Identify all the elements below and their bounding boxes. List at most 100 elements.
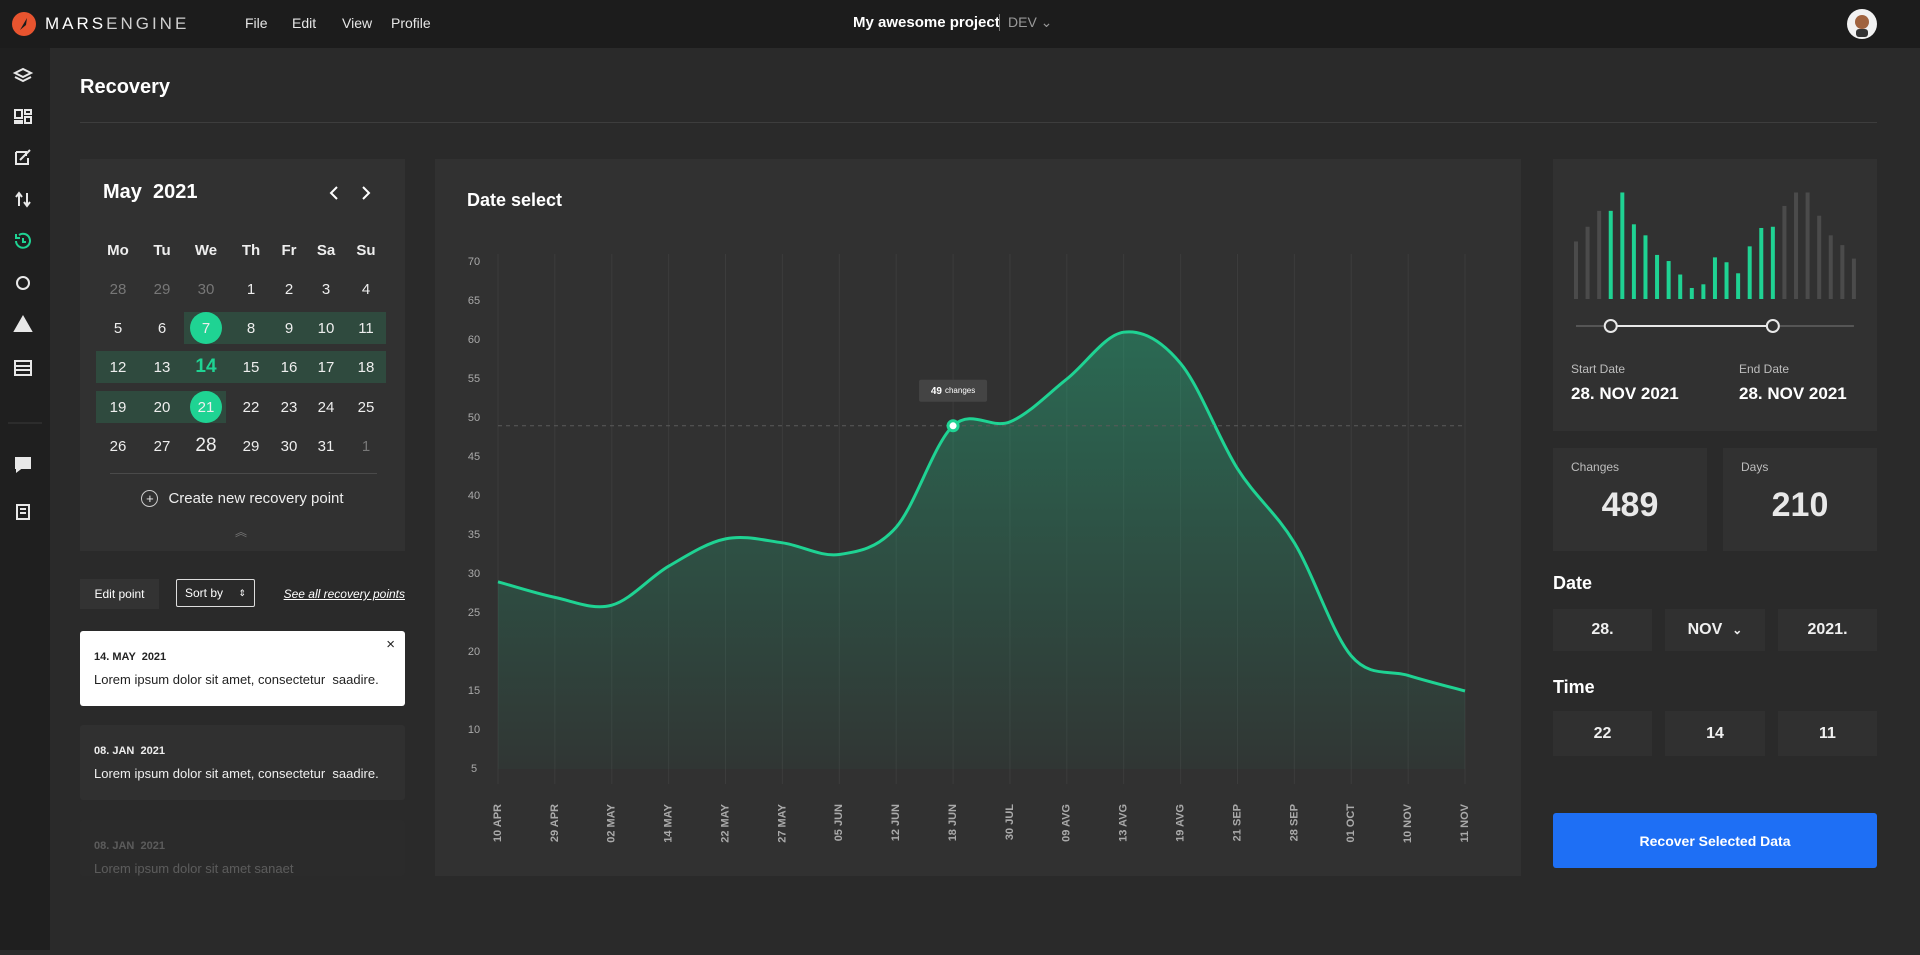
bar [1643,235,1648,299]
calendar-day[interactable]: 20 [153,398,171,416]
calendar-day[interactable]: 31 [317,437,335,455]
collapse-icon[interactable]: ︽ [235,525,248,539]
recovery-card[interactable]: 08. JAN 2021 Lorem ipsum dolor sit amet s… [80,820,405,876]
date-month[interactable]: NOV ⌄ [1665,609,1765,651]
calendar-day[interactable]: 14 [195,356,217,377]
time-minute[interactable]: 14 [1665,711,1765,756]
calendar-day[interactable]: 21 [197,398,215,416]
menu-item[interactable]: File [245,15,268,31]
tooltip-text: 49 changes [931,385,975,396]
avatar[interactable] [1847,9,1877,39]
x-tick-label: 21 SEP [1231,804,1243,841]
bar [1805,192,1810,299]
x-tick-label: 09 AVG [1061,804,1073,842]
calendar-day[interactable]: 3 [321,280,331,298]
bar [1747,246,1752,299]
calendar-day[interactable]: 8 [246,319,256,337]
point[interactable] [946,419,960,433]
calendar-day[interactable]: 18 [357,358,375,376]
prev-month[interactable] [329,186,338,200]
top-bar: MARSENGINE File Edit View Profile My awe… [0,0,1920,48]
recover-button[interactable]: Recover Selected Data [1553,813,1877,868]
y-tick-label: 20 [468,646,480,658]
edit-button[interactable]: Edit point [80,579,159,609]
icon-notes[interactable] [16,504,30,520]
calendar-day[interactable]: 30 [280,437,298,455]
slider-handle[interactable] [1765,319,1780,333]
project-name[interactable]: My awesome project [853,14,1000,31]
y-tick-label: 35 [468,529,480,541]
calendar-day[interactable]: 29 [153,280,171,298]
calendar-day[interactable]: 19 [109,398,127,416]
page-title: Recovery [80,76,171,98]
month-nav [329,186,371,200]
calendar-day[interactable]: 12 [109,358,127,376]
icon-chat[interactable] [15,457,31,473]
icon-recovery[interactable] [15,232,31,249]
line [497,330,1466,693]
sort-select[interactable]: Sort by ⇕ [176,579,255,607]
calendar-day[interactable]: 22 [242,398,260,416]
sort-label: Sort by [185,586,224,600]
card-date: 08. JAN 2021 [94,745,165,757]
menu-item[interactable]: View [342,15,373,31]
calendar-day[interactable]: 9 [284,319,294,337]
time-second[interactable]: 11 [1778,711,1877,756]
icon-dashboard[interactable] [14,109,32,124]
calendar-day[interactable]: 26 [109,437,127,455]
icon-database[interactable] [14,360,32,376]
environment[interactable]: DEV ⌄ [999,14,1052,31]
calendar-day[interactable]: 11 [358,319,374,337]
icon-warning[interactable] [13,314,33,332]
y-tick-label: 45 [468,451,480,463]
close-icon[interactable]: × [386,636,395,653]
see-all-link[interactable]: See all recovery points [283,587,405,601]
menu-item[interactable]: Edit [292,15,317,31]
calendar-day[interactable]: 5 [113,319,123,337]
time-hour[interactable]: 22 [1553,711,1652,756]
y-tick-label: 50 [468,412,480,424]
icon-edit[interactable] [15,149,31,165]
calendar-day[interactable]: 23 [280,398,298,416]
icon-transfer[interactable] [15,191,31,208]
calendar-day[interactable]: 29 [242,437,260,455]
menu-item[interactable]: Profile [391,15,431,31]
icon-settings[interactable] [16,276,30,290]
icon-layers[interactable] [12,67,34,83]
calendar-day[interactable]: 4 [361,280,371,298]
calendar-day[interactable]: 1 [246,280,256,298]
card-date: 14. MAY 2021 [94,651,167,663]
next-month[interactable] [362,186,371,200]
calendar-day[interactable]: 28 [195,435,217,456]
date-year[interactable]: 2021. [1778,609,1877,651]
calendar-day[interactable]: 2 [284,280,294,298]
recovery-card[interactable]: 08. JAN 2021 Lorem ipsum dolor sit amet, … [80,725,405,800]
create-point[interactable]: + Create new recovery point [80,490,405,507]
calendar-day[interactable]: 6 [157,319,167,337]
bar [1608,210,1613,299]
calendar-day[interactable]: 24 [317,398,335,416]
calendar-day[interactable]: 1 [361,437,371,455]
card-date: 08. JAN 2021 [94,840,165,852]
bar [1851,258,1856,299]
weekday: Tu [153,241,171,259]
weekday: Fr [281,241,297,259]
divider [80,122,1877,123]
calendar-day[interactable]: 16 [280,358,298,376]
calendar-day[interactable]: 25 [357,398,375,416]
date-day[interactable]: 28. [1553,609,1652,651]
calendar-day[interactable]: 17 [317,358,335,376]
chart-panel: Date select 5 10 15 20 25 30 35 40 45 50 55 60 65 70 1… [435,159,1521,876]
tooltip-unit: changes [945,386,975,395]
calendar-day[interactable]: 15 [242,358,260,376]
start-label: Start Date [1571,362,1626,376]
calendar-day[interactable]: 30 [197,280,215,298]
recovery-card[interactable]: 14. MAY 2021 Lorem ipsum dolor sit amet, … [80,631,405,706]
calendar-day[interactable]: 13 [153,358,171,376]
calendar-day[interactable]: 7 [201,319,211,337]
bar-chart [1574,192,1856,333]
calendar-day[interactable]: 28 [109,280,127,298]
calendar-day[interactable]: 10 [317,319,335,337]
slider-handle[interactable] [1603,319,1618,333]
calendar-day[interactable]: 27 [153,437,171,455]
